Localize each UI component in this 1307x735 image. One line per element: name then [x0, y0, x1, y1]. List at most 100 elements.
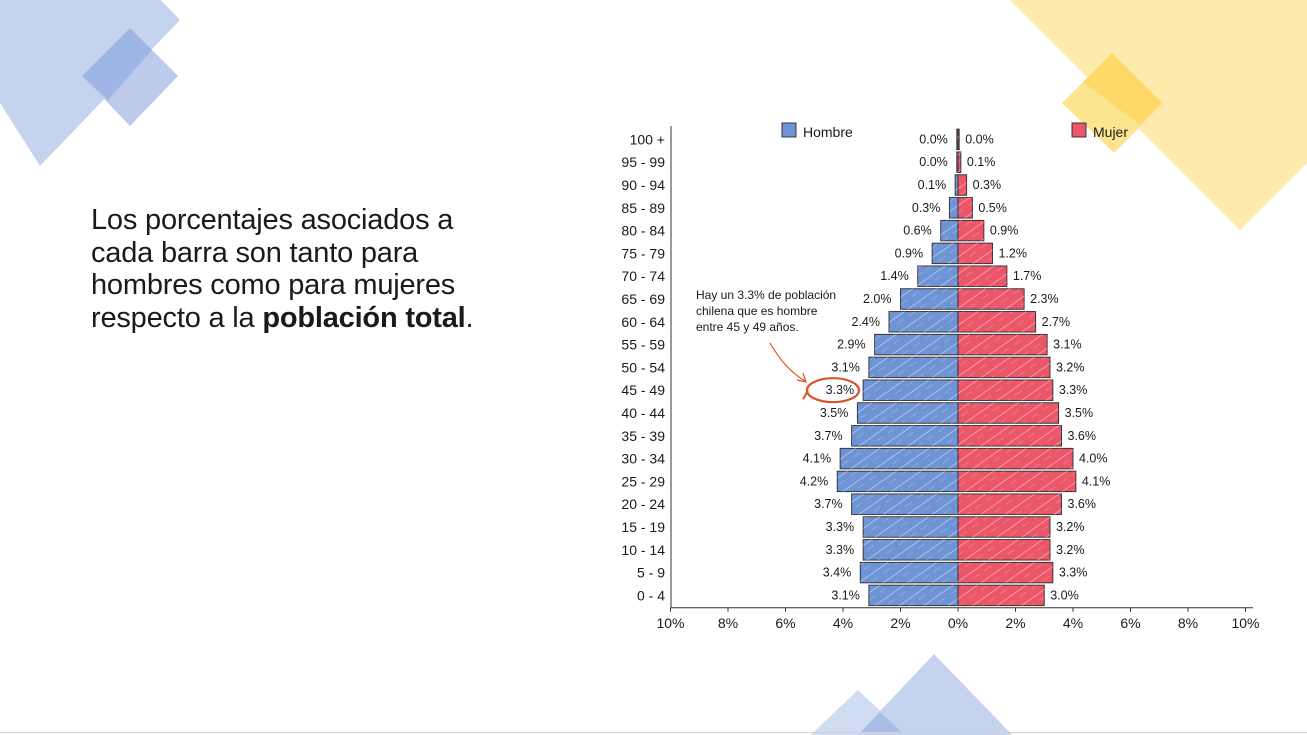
deco-shape-yellow-large: [1010, 0, 1307, 230]
data-label-hombre: 3.5%: [820, 406, 849, 420]
y-tick-label: 10 - 14: [621, 542, 665, 558]
data-label-mujer: 0.9%: [990, 224, 1019, 238]
data-label-mujer: 4.1%: [1082, 474, 1111, 488]
bar-mujer-texture: [958, 334, 1048, 355]
y-tick-label: 20 - 24: [621, 496, 665, 512]
y-tick-label: 40 - 44: [621, 405, 665, 421]
bar-mujer-texture: [958, 265, 1007, 287]
bar-hombre-texture: [851, 425, 958, 447]
y-tick-label: 70 - 74: [621, 268, 665, 284]
deco-shape-blue-overlap: [82, 28, 152, 100]
deco-shape-yellow-overlap: [1083, 53, 1162, 125]
data-label-hombre: 0.0%: [919, 132, 948, 146]
data-label-hombre: 2.4%: [852, 315, 881, 329]
y-tick-label: 30 - 34: [621, 451, 665, 467]
data-label-mujer: 3.3%: [1059, 383, 1088, 397]
bar-mujer-texture: [958, 562, 1053, 583]
bar-mujer-texture: [958, 288, 1025, 310]
bar-hombre-texture: [863, 539, 958, 561]
x-tick-label: 10%: [656, 615, 684, 631]
x-tick-label: 8%: [718, 615, 738, 631]
y-tick-label: 35 - 39: [621, 428, 665, 444]
annotation-text-line: Hay un 3.3% de población: [696, 288, 836, 302]
bar-mujer-texture: [958, 243, 993, 264]
annotation-arrowhead: [796, 372, 807, 383]
y-tick-label: 75 - 79: [621, 245, 665, 261]
data-label-mujer: 1.7%: [1013, 269, 1042, 283]
bar-hombre-texture: [956, 129, 958, 150]
y-tick-label: 95 - 99: [621, 154, 665, 170]
bar-mujer-texture: [958, 516, 1050, 538]
data-label-hombre: 3.3%: [826, 543, 855, 557]
legend-swatch-hombre: [781, 122, 797, 138]
y-tick-label: 55 - 59: [621, 337, 665, 353]
data-label-mujer: 3.5%: [1065, 406, 1094, 420]
data-label-hombre: 3.1%: [831, 360, 860, 374]
data-label-hombre: 4.1%: [803, 452, 832, 466]
data-label-hombre: 2.9%: [837, 338, 866, 352]
data-label-hombre: 3.4%: [823, 566, 852, 580]
data-label-mujer: 3.6%: [1068, 497, 1097, 511]
bar-hombre-texture: [917, 265, 958, 287]
data-label-mujer: 2.3%: [1030, 292, 1059, 306]
deco-shape-blue-bottom-b: [857, 654, 1013, 735]
legend-label-mujer: Mujer: [1093, 124, 1128, 140]
bar-hombre-texture: [851, 493, 958, 515]
y-tick-label: 50 - 54: [621, 359, 665, 375]
bar-hombre-texture: [889, 311, 958, 333]
data-label-hombre: 0.6%: [903, 224, 932, 238]
x-tick-label: 4%: [833, 615, 853, 631]
annotation-arrow: [769, 342, 806, 382]
legend-label-hombre: Hombre: [803, 124, 853, 140]
data-label-mujer: 1.2%: [999, 246, 1028, 260]
annotation-text-line: entre 45 y 49 años.: [696, 320, 799, 334]
y-tick-label: 90 - 94: [621, 177, 665, 193]
bar-hombre-texture: [932, 243, 958, 264]
data-label-hombre: 0.0%: [919, 155, 948, 169]
annotation-circle-tail: [802, 391, 808, 400]
data-label-hombre: 3.1%: [831, 588, 860, 602]
data-label-hombre: 1.4%: [880, 269, 909, 283]
bar-mujer-texture: [958, 539, 1050, 561]
bar-hombre-texture: [874, 334, 958, 355]
x-tick-label: 2%: [890, 615, 910, 631]
bar-mujer-texture: [958, 379, 1053, 401]
slide-bottom-border: [0, 732, 1307, 733]
data-label-mujer: 0.5%: [978, 201, 1007, 215]
x-tick-label: 8%: [1178, 615, 1198, 631]
y-tick-label: 80 - 84: [621, 223, 665, 239]
bar-hombre-texture: [868, 585, 958, 606]
bar-mujer-texture: [958, 585, 1045, 606]
y-tick-label: 5 - 9: [637, 565, 665, 581]
bar-hombre-texture: [949, 197, 958, 219]
bar-mujer-texture: [958, 471, 1076, 492]
bar-mujer-texture: [958, 197, 973, 219]
legend-swatch-mujer: [1071, 122, 1087, 138]
bar-mujer-texture: [958, 402, 1059, 424]
x-tick-label: 0%: [948, 615, 968, 631]
data-label-mujer: 3.2%: [1056, 543, 1085, 557]
bar-mujer-texture: [958, 174, 967, 196]
bar-hombre-texture: [837, 471, 958, 492]
explanation-text-main: Los porcentajes asociados a cada barra s…: [91, 204, 456, 334]
data-label-mujer: 3.1%: [1053, 338, 1082, 352]
x-tick-label: 4%: [1063, 615, 1083, 631]
data-label-hombre: 3.7%: [814, 429, 843, 443]
annotation-text-line: chilena que es hombre: [696, 304, 818, 318]
bar-hombre-texture: [868, 357, 958, 378]
y-tick-label: 25 - 29: [621, 473, 665, 489]
data-label-mujer: 2.7%: [1042, 315, 1071, 329]
data-label-mujer: 0.1%: [967, 155, 996, 169]
data-label-hombre: 4.2%: [800, 474, 829, 488]
plot-area: 3.1% 3.0% 0 - 4 3.4% 3.3% 5 - 9 3.3% 3.2% 10 - 1…: [621, 126, 1260, 631]
data-label-hombre: 0.9%: [895, 246, 924, 260]
bar-hombre-texture: [857, 402, 958, 424]
bar-mujer-texture: [958, 448, 1073, 469]
deco-shape-blue-bottom-overlap: [860, 712, 903, 733]
y-tick-label: 15 - 19: [621, 519, 665, 535]
bar-mujer-texture: [958, 493, 1062, 515]
bar-mujer-texture: [958, 220, 984, 241]
legend: Hombre Mujer: [781, 122, 1128, 140]
bar-hombre-texture: [863, 379, 958, 401]
bar-hombre-texture: [940, 220, 958, 241]
